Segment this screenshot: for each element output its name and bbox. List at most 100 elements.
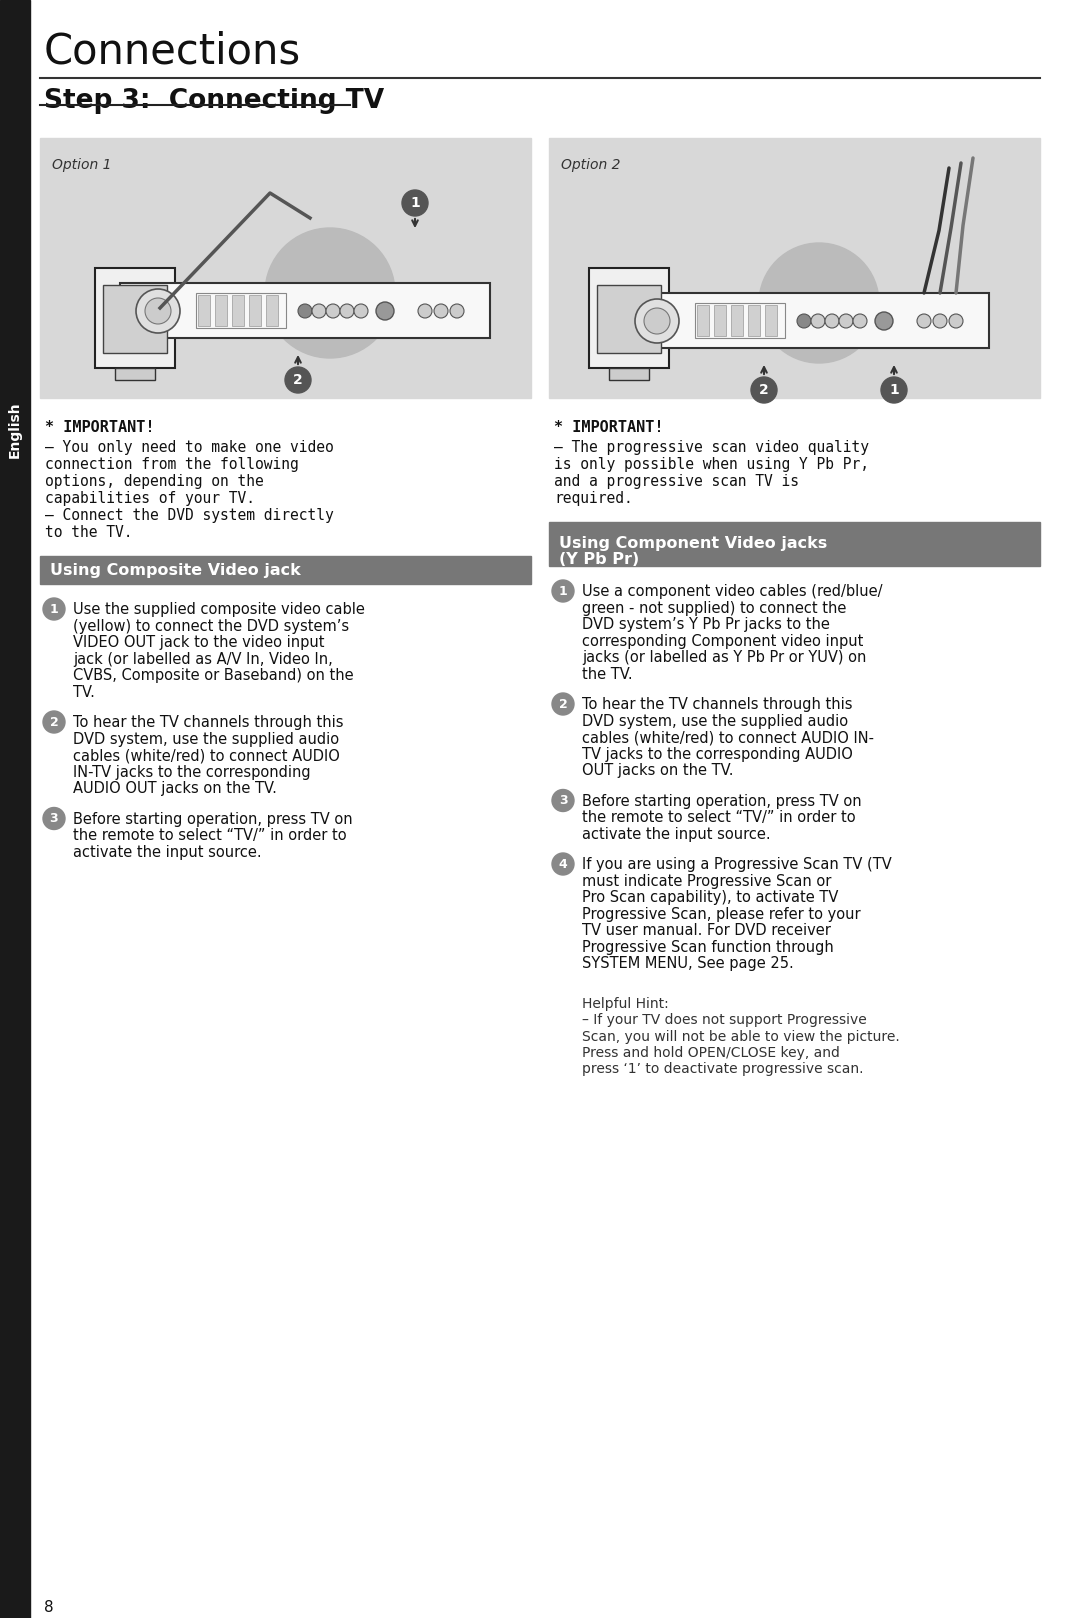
Circle shape (450, 304, 464, 319)
Text: English: English (8, 401, 22, 458)
Text: the remote to select “TV/” in order to: the remote to select “TV/” in order to (582, 811, 855, 825)
Circle shape (635, 299, 679, 343)
Text: capabilities of your TV.: capabilities of your TV. (45, 490, 255, 506)
Bar (198, 294, 210, 325)
Circle shape (285, 367, 311, 393)
Text: DVD system, use the supplied audio: DVD system, use the supplied audio (73, 731, 339, 746)
Text: connection from the following: connection from the following (45, 456, 299, 472)
Text: press ‘1’ to deactivate progressive scan.: press ‘1’ to deactivate progressive scan… (582, 1063, 864, 1076)
Bar (731, 306, 743, 337)
Bar (697, 306, 708, 337)
Text: Progressive Scan function through: Progressive Scan function through (582, 940, 834, 955)
Bar (232, 294, 244, 325)
Bar (609, 367, 649, 380)
Circle shape (552, 693, 573, 715)
Circle shape (552, 790, 573, 812)
Text: cables (white/red) to connect AUDIO: cables (white/red) to connect AUDIO (73, 748, 340, 764)
Circle shape (145, 298, 171, 324)
Circle shape (43, 710, 65, 733)
Circle shape (933, 314, 947, 328)
Text: If you are using a Progressive Scan TV (TV: If you are using a Progressive Scan TV (… (582, 858, 892, 872)
Circle shape (434, 304, 448, 319)
Text: 2: 2 (293, 374, 302, 387)
Text: Before starting operation, press TV on: Before starting operation, press TV on (582, 793, 862, 809)
Bar (103, 285, 167, 353)
Bar (549, 523, 1040, 566)
Circle shape (376, 303, 394, 320)
Text: – Connect the DVD system directly: – Connect the DVD system directly (45, 508, 334, 523)
Text: – You only need to make one video: – You only need to make one video (45, 440, 334, 455)
Circle shape (853, 314, 867, 328)
Circle shape (875, 312, 893, 330)
Text: activate the input source.: activate the input source. (73, 845, 261, 859)
Circle shape (839, 314, 853, 328)
Text: CVBS, Composite or Baseband) on the: CVBS, Composite or Baseband) on the (73, 668, 353, 683)
Text: * IMPORTANT!: * IMPORTANT! (554, 421, 663, 435)
Text: 1: 1 (558, 584, 567, 597)
Text: TV.: TV. (73, 684, 95, 699)
Text: (yellow) to connect the DVD system’s: (yellow) to connect the DVD system’s (73, 618, 349, 634)
Text: Before starting operation, press TV on: Before starting operation, press TV on (73, 812, 353, 827)
Bar (597, 285, 661, 353)
Text: is only possible when using Y Pb Pr,: is only possible when using Y Pb Pr, (554, 456, 869, 472)
Text: 1: 1 (889, 383, 899, 396)
Text: 8: 8 (44, 1600, 54, 1615)
Text: Using Component Video jacks: Using Component Video jacks (559, 536, 827, 552)
Text: 1: 1 (50, 602, 58, 615)
Bar (40, 138, 531, 398)
Text: Using Composite Video jack: Using Composite Video jack (50, 563, 300, 578)
Bar (589, 269, 669, 367)
Bar (215, 294, 227, 325)
Circle shape (751, 377, 777, 403)
Circle shape (312, 304, 326, 319)
Text: (Y Pb Pr): (Y Pb Pr) (559, 552, 639, 566)
Text: SYSTEM MENU, See page 25.: SYSTEM MENU, See page 25. (582, 956, 794, 971)
Bar (40, 557, 531, 584)
Circle shape (265, 228, 395, 358)
Text: the TV.: the TV. (582, 667, 633, 681)
Circle shape (418, 304, 432, 319)
Text: – The progressive scan video quality: – The progressive scan video quality (554, 440, 869, 455)
Text: DVD system, use the supplied audio: DVD system, use the supplied audio (582, 714, 848, 728)
Text: Press and hold OPEN/CLOSE key, and: Press and hold OPEN/CLOSE key, and (582, 1045, 840, 1060)
Bar (696, 303, 785, 338)
Text: Option 1: Option 1 (52, 159, 111, 172)
Text: Pro Scan capability), to activate TV: Pro Scan capability), to activate TV (582, 890, 838, 904)
Text: * IMPORTANT!: * IMPORTANT! (45, 421, 154, 435)
Circle shape (881, 377, 907, 403)
Bar (95, 269, 175, 367)
Circle shape (552, 853, 573, 875)
Text: TV jacks to the corresponding AUDIO: TV jacks to the corresponding AUDIO (582, 746, 853, 762)
Text: Use a component video cables (red/blue/: Use a component video cables (red/blue/ (582, 584, 882, 599)
Bar (619, 293, 989, 348)
Text: Helpful Hint:: Helpful Hint: (582, 997, 669, 1011)
Text: TV user manual. For DVD receiver: TV user manual. For DVD receiver (582, 922, 831, 938)
Text: Option 2: Option 2 (561, 159, 621, 172)
Text: green - not supplied) to connect the: green - not supplied) to connect the (582, 600, 847, 615)
Text: corresponding Component video input: corresponding Component video input (582, 634, 863, 649)
Text: the remote to select “TV/” in order to: the remote to select “TV/” in order to (73, 828, 347, 843)
Text: To hear the TV channels through this: To hear the TV channels through this (582, 697, 852, 712)
Circle shape (825, 314, 839, 328)
Circle shape (402, 189, 428, 215)
Text: – If your TV does not support Progressive: – If your TV does not support Progressiv… (582, 1013, 867, 1027)
Bar (120, 283, 490, 338)
Circle shape (552, 579, 573, 602)
Text: required.: required. (554, 490, 633, 506)
Text: VIDEO OUT jack to the video input: VIDEO OUT jack to the video input (73, 634, 324, 650)
Circle shape (759, 243, 879, 362)
Circle shape (43, 599, 65, 620)
Text: 3: 3 (50, 812, 58, 825)
Text: 2: 2 (558, 697, 567, 710)
Text: To hear the TV channels through this: To hear the TV channels through this (73, 715, 343, 730)
Circle shape (298, 304, 312, 319)
Bar (0, 0, 30, 1618)
Text: cables (white/red) to connect AUDIO IN-: cables (white/red) to connect AUDIO IN- (582, 730, 874, 744)
Bar (114, 367, 156, 380)
Text: Scan, you will not be able to view the picture.: Scan, you will not be able to view the p… (582, 1029, 900, 1044)
Text: 2: 2 (50, 715, 58, 728)
Text: Progressive Scan, please refer to your: Progressive Scan, please refer to your (582, 906, 861, 922)
Text: IN-TV jacks to the corresponding: IN-TV jacks to the corresponding (73, 764, 311, 780)
Text: jacks (or labelled as Y Pb Pr or YUV) on: jacks (or labelled as Y Pb Pr or YUV) on (582, 650, 866, 665)
Text: AUDIO OUT jacks on the TV.: AUDIO OUT jacks on the TV. (73, 781, 276, 796)
